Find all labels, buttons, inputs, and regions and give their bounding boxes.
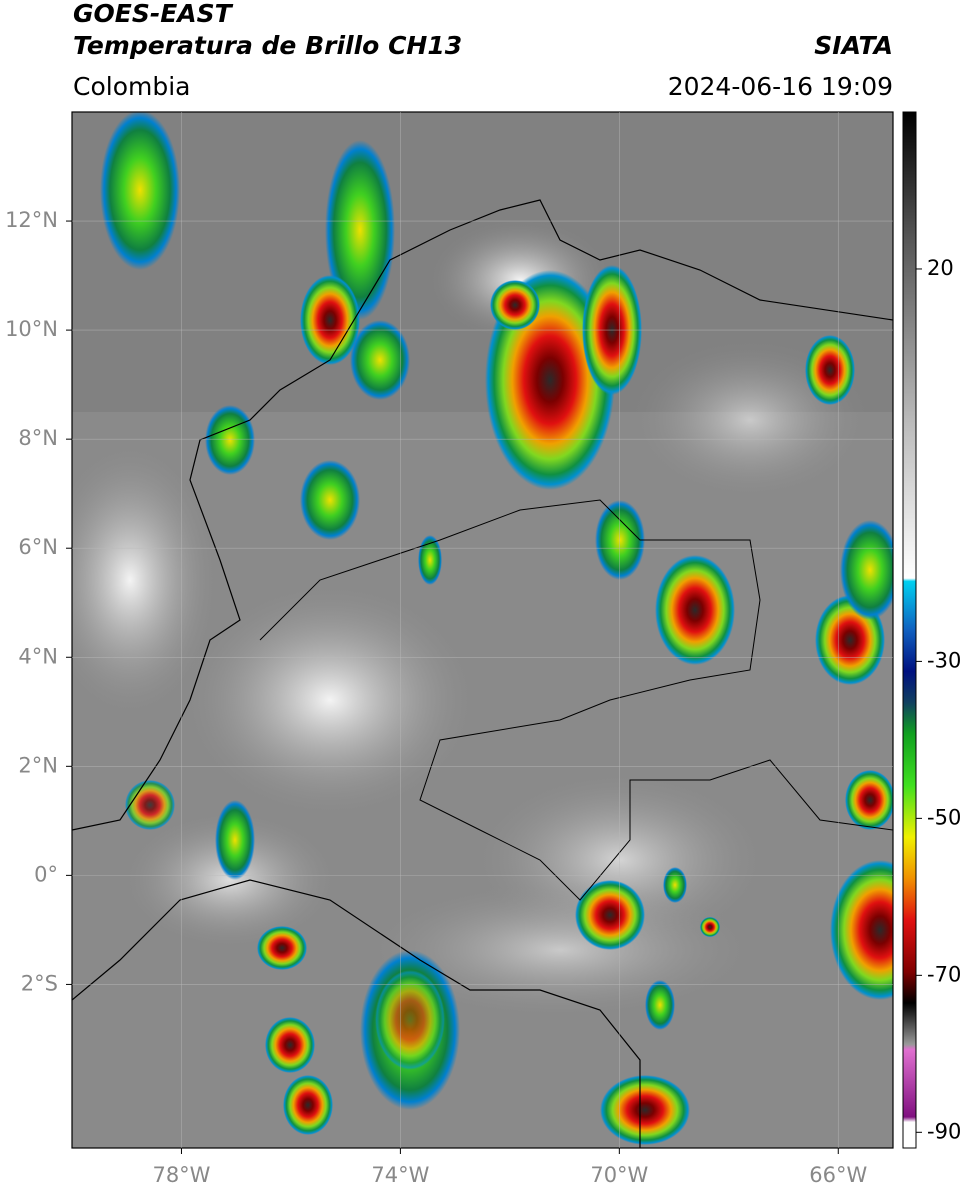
x-tick-label: 70°W (590, 1163, 648, 1187)
y-tick-label: 2°S (21, 971, 58, 995)
satellite-image (72, 112, 893, 1148)
y-tick-label: 4°N (18, 644, 58, 668)
y-tick-label: 6°N (18, 535, 58, 559)
title: GOES-EAST (73, 0, 234, 28)
colorbar-tick-label: -50 (927, 805, 961, 829)
x-tick-label: 66°W (809, 1163, 867, 1187)
y-tick-label: 10°N (5, 317, 58, 341)
colorbar-tick-label: 20 (927, 256, 954, 280)
colorbar (902, 111, 917, 1149)
colorbar-tick-label: -70 (927, 962, 961, 986)
x-tick-label: 78°W (152, 1163, 210, 1187)
y-tick-label: 2°N (18, 753, 58, 777)
colorbar-tick-label: -30 (927, 648, 961, 672)
x-tick-label: 74°W (371, 1163, 429, 1187)
y-tick-label: 12°N (5, 208, 58, 232)
map-frame (71, 111, 894, 1149)
region: Colombia (73, 72, 190, 101)
y-tick-label: 0° (34, 862, 58, 886)
y-tick-label: 8°N (18, 426, 58, 450)
datetime: 2024-06-16 19:09 (668, 72, 893, 101)
subtitle: Temperatura de Brillo CH13 (73, 31, 462, 60)
source: SIATA (814, 31, 893, 60)
colorbar-tick-label: -90 (927, 1119, 961, 1143)
